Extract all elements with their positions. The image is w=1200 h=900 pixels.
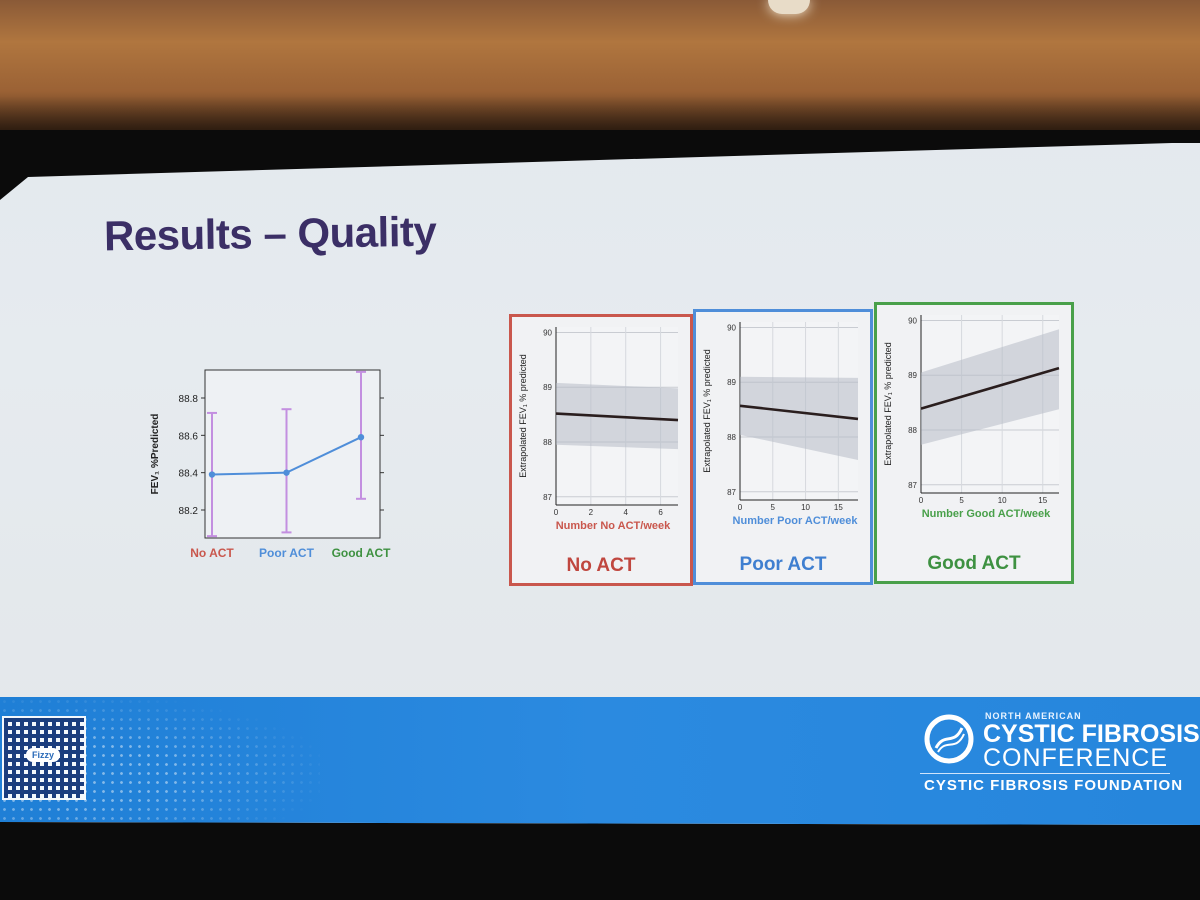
summary-y-tick-label: 88.4: [179, 469, 199, 480]
panel-no-act: 90 89 88 87 0 2 4 6 Extrapolated FEV₁ % predicte…: [509, 314, 693, 586]
panel-x-tick-label: 0: [554, 508, 559, 517]
footer-band: [0, 697, 1200, 825]
summary-category-label: Good ACT: [332, 546, 392, 560]
summary-y-axis-label: FEV₁ %Predicted: [150, 414, 161, 495]
panel-x-tick-label: 5: [771, 503, 776, 512]
panel-x-axis-label: Number Poor ACT/week: [733, 515, 859, 527]
panel-x-tick-label: 5: [959, 496, 964, 505]
panel-x-tick-label: 10: [998, 496, 1007, 505]
summary-chart-svg: 88.8 88.6 88.4 88.2 FEV₁ %Predicted No ACT Poo…: [150, 369, 392, 560]
logo-divider: [920, 773, 1170, 774]
panel-y-tick-label: 90: [908, 316, 917, 325]
panel-y-tick-label: 90: [727, 323, 736, 332]
summary-data-point: [357, 434, 365, 441]
panel-confidence-band: [740, 376, 858, 461]
panel-y-tick-label: 88: [908, 426, 917, 435]
panel-confidence-band: [921, 329, 1059, 445]
poor-act-plot: 90 89 88 870 5 10 15 Extrapolated FEV₁ % predic…: [702, 322, 859, 527]
panel-label-poor-act: Poor ACT: [739, 554, 827, 575]
logo-foundation-text: CYSTIC FIBROSIS FOUNDATION: [924, 777, 1184, 794]
panel-y-tick-label: 87: [543, 493, 552, 502]
panel-good-act: 90 89 88 87 0 5 10 15 Extrapolated FEV₁ % predic…: [874, 302, 1074, 584]
panel-y-axis-label: Extrapolated FEV₁ % predicted: [518, 354, 528, 478]
panel-label-good-act: Good ACT: [927, 553, 1021, 574]
summary-category-label: Poor ACT: [259, 546, 315, 560]
panel-x-tick-label: 10: [801, 503, 810, 512]
logo-main-text: CYSTIC FIBROSIS: [983, 720, 1200, 748]
panel-y-tick-label: 87: [727, 488, 736, 497]
panel-x-tick-label: 15: [834, 503, 843, 512]
panel-fit-line: [555, 412, 679, 422]
panel-y-tick-label: 87: [908, 481, 917, 490]
panel-x-tick-label: 0: [738, 503, 743, 512]
summary-y-tick-label: 88.2: [179, 506, 199, 517]
cf-logo-mark-icon: [924, 714, 974, 764]
panel-y-tick-label: 89: [543, 383, 552, 392]
panel-y-tick-label: 88: [543, 438, 552, 447]
panel-y-tick-label: 88: [727, 433, 736, 442]
summary-category-label: No ACT: [190, 546, 234, 560]
summary-chart: 88.8 88.6 88.4 88.2 FEV₁ %Predicted No ACT Poo…: [140, 350, 400, 580]
panel-y-tick-label: 90: [543, 328, 552, 337]
panel-label-no-act: No ACT: [566, 555, 636, 576]
panel-fit-line: [739, 404, 859, 421]
ceiling-light: [768, 0, 810, 14]
summary-plot-frame: [204, 369, 381, 539]
panel-x-tick-label: 4: [623, 508, 628, 517]
summary-y-tick-label: 88.6: [179, 431, 199, 442]
summary-data-point: [283, 469, 290, 476]
panel-fit-line: [920, 366, 1060, 410]
logo-sub-text: CONFERENCE: [983, 744, 1169, 772]
panel-y-axis-label: Extrapolated FEV₁ % predicted: [702, 349, 712, 473]
slide-title: Results – Quality: [103, 207, 437, 260]
good-act-plot: 90 89 88 870 5 10 15 Extrapolated FEV₁ % predic…: [883, 315, 1060, 520]
panel-x-axis-label: Number No ACT/week: [556, 520, 671, 532]
panel-x-tick-label: 6: [658, 508, 663, 517]
panel-y-tick-label: 89: [908, 371, 917, 380]
panel-x-tick-label: 15: [1038, 496, 1047, 505]
panel-poor-act: 90 89 88 87 0 5 10 15 Extrapolated FEV₁ % predic…: [693, 309, 873, 585]
panel-y-tick-label: 89: [727, 378, 736, 387]
logo-small-text: NORTH AMERICAN: [985, 711, 1082, 721]
panel-x-tick-label: 2: [589, 508, 594, 517]
no-act-plot: 90 89 88 870 2 4 6 Extrapolated FEV₁ % predicte…: [518, 327, 679, 532]
panel-x-tick-label: 0: [919, 496, 924, 505]
qr-caption: Fizzy: [26, 748, 60, 762]
summary-data-point: [208, 471, 216, 478]
summary-y-tick-label: 88.8: [179, 394, 199, 405]
panel-x-axis-label: Number Good ACT/week: [922, 508, 1051, 520]
panel-y-axis-label: Extrapolated FEV₁ % predicted: [883, 342, 893, 466]
